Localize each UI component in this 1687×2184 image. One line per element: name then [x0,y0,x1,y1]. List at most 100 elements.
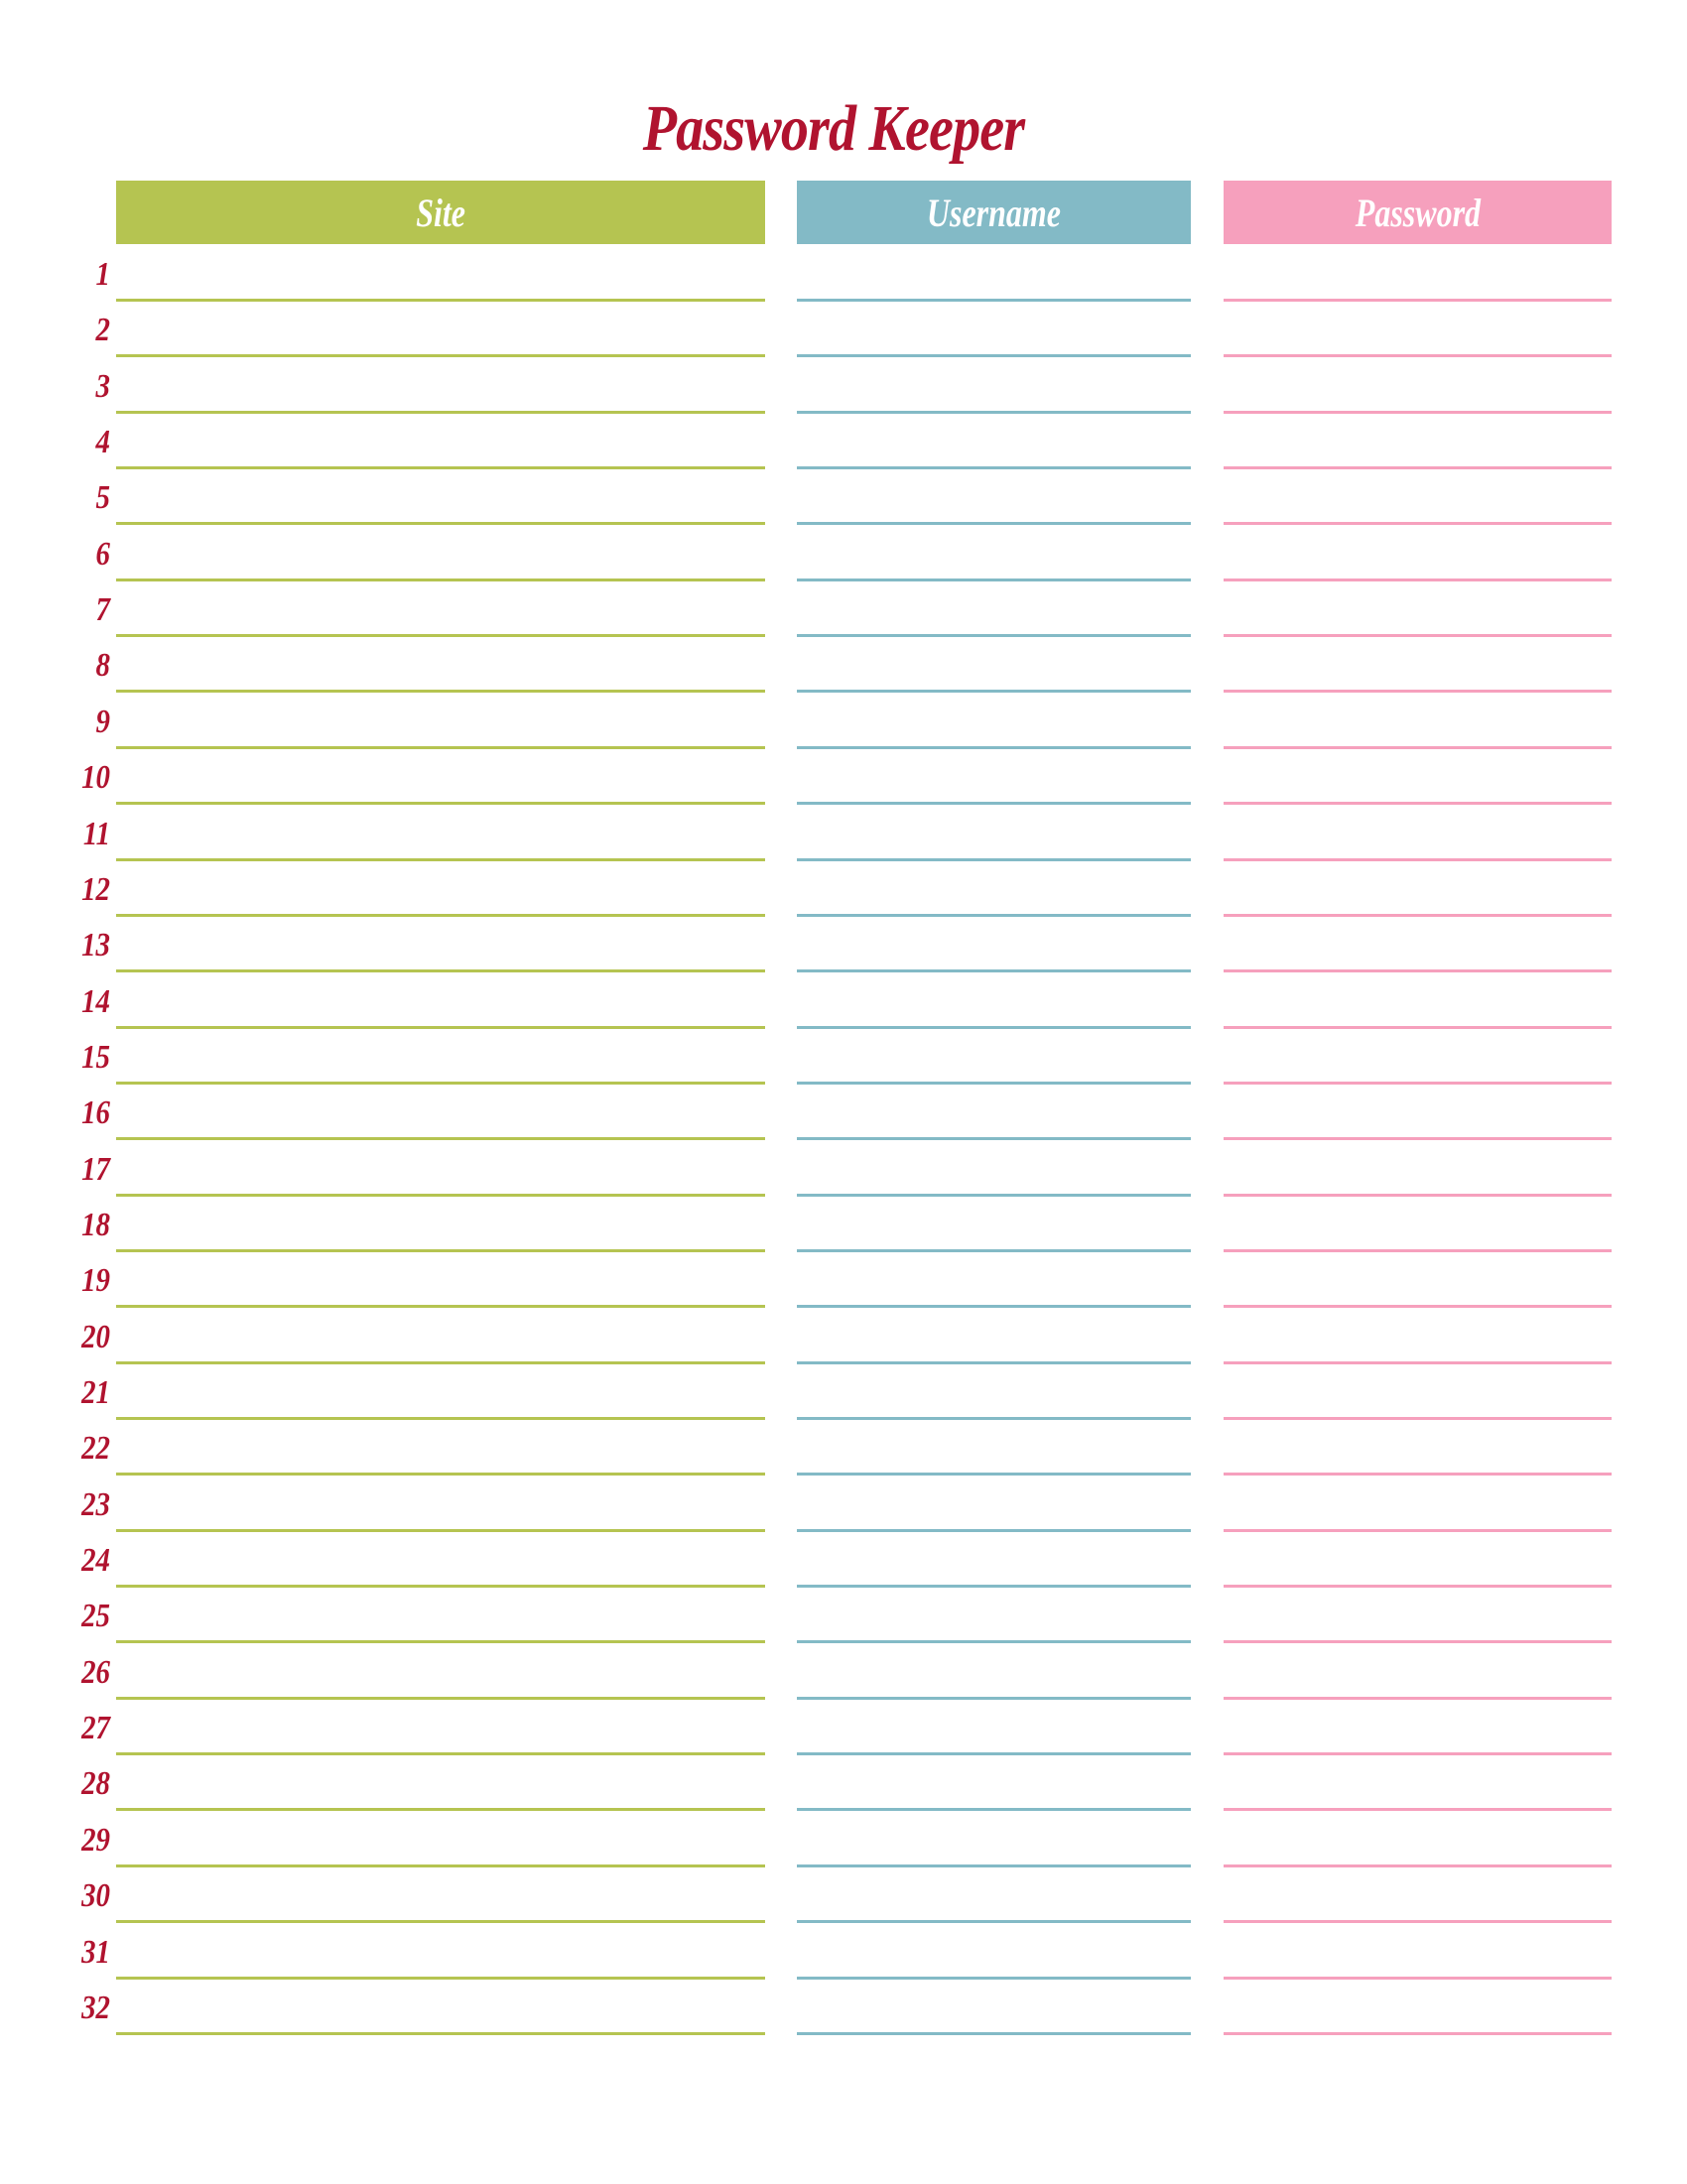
username-entry-line[interactable] [797,1640,1191,1644]
password-entry-line[interactable] [1224,1585,1612,1589]
site-entry-line[interactable] [116,522,765,526]
site-entry-line[interactable] [116,1081,765,1085]
site-entry-line[interactable] [116,299,765,302]
username-entry-line[interactable] [797,690,1191,694]
username-entry-line[interactable] [797,969,1191,973]
password-entry-line[interactable] [1224,802,1612,806]
row-number: 28 [81,1765,110,1803]
password-entry-line[interactable] [1224,410,1612,414]
username-entry-line[interactable] [797,2031,1191,2035]
username-entry-line[interactable] [797,1081,1191,1085]
site-entry-line[interactable] [116,1025,765,1029]
username-entry-line[interactable] [797,299,1191,302]
password-entry-line[interactable] [1224,857,1612,861]
username-entry-line[interactable] [797,522,1191,526]
row-number: 17 [81,1150,110,1188]
table-row: 15 [0,1029,1687,1085]
site-entry-line[interactable] [116,913,765,917]
site-entry-line[interactable] [116,1193,765,1197]
password-entry-line[interactable] [1224,522,1612,526]
username-entry-line[interactable] [797,1248,1191,1252]
username-entry-line[interactable] [797,634,1191,638]
password-entry-line[interactable] [1224,1193,1612,1197]
username-entry-line[interactable] [797,1473,1191,1477]
password-entry-line[interactable] [1224,299,1612,302]
username-entry-line[interactable] [797,1585,1191,1589]
username-entry-line[interactable] [797,913,1191,917]
site-entry-line[interactable] [116,1696,765,1700]
username-entry-line[interactable] [797,1752,1191,1756]
password-entry-line[interactable] [1224,1360,1612,1364]
password-entry-line[interactable] [1224,913,1612,917]
password-entry-line[interactable] [1224,1976,1612,1980]
password-entry-line[interactable] [1224,1305,1612,1309]
password-entry-line[interactable] [1224,1752,1612,1756]
password-entry-line[interactable] [1224,1696,1612,1700]
password-entry-line[interactable] [1224,2031,1612,2035]
site-entry-line[interactable] [116,745,765,749]
site-entry-line[interactable] [116,1863,765,1867]
password-entry-line[interactable] [1224,354,1612,358]
password-entry-line[interactable] [1224,1473,1612,1477]
site-entry-line[interactable] [116,1752,765,1756]
username-entry-line[interactable] [797,578,1191,581]
site-entry-line[interactable] [116,634,765,638]
site-entry-line[interactable] [116,690,765,694]
site-entry-line[interactable] [116,1585,765,1589]
site-entry-line[interactable] [116,1640,765,1644]
site-entry-line[interactable] [116,1920,765,1924]
username-entry-line[interactable] [797,857,1191,861]
username-entry-line[interactable] [797,410,1191,414]
password-entry-line[interactable] [1224,1808,1612,1812]
site-entry-line[interactable] [116,354,765,358]
site-entry-line[interactable] [116,1305,765,1309]
site-entry-line[interactable] [116,1976,765,1980]
username-entry-line[interactable] [797,1025,1191,1029]
username-entry-line[interactable] [797,466,1191,470]
password-entry-line[interactable] [1224,1640,1612,1644]
password-entry-line[interactable] [1224,1528,1612,1532]
password-entry-line[interactable] [1224,634,1612,638]
site-entry-line[interactable] [116,1248,765,1252]
password-entry-line[interactable] [1224,578,1612,581]
site-entry-line[interactable] [116,410,765,414]
username-entry-line[interactable] [797,1193,1191,1197]
username-entry-line[interactable] [797,1920,1191,1924]
site-entry-line[interactable] [116,1528,765,1532]
username-entry-line[interactable] [797,1863,1191,1867]
site-entry-line[interactable] [116,1473,765,1477]
username-entry-line[interactable] [797,1417,1191,1420]
username-entry-line[interactable] [797,1528,1191,1532]
site-entry-line[interactable] [116,578,765,581]
site-entry-line[interactable] [116,1137,765,1141]
username-entry-line[interactable] [797,1137,1191,1141]
site-entry-line[interactable] [116,1808,765,1812]
username-entry-line[interactable] [797,802,1191,806]
username-entry-line[interactable] [797,1976,1191,1980]
password-entry-line[interactable] [1224,1137,1612,1141]
username-entry-line[interactable] [797,1360,1191,1364]
username-entry-line[interactable] [797,1696,1191,1700]
password-entry-line[interactable] [1224,745,1612,749]
username-entry-line[interactable] [797,1305,1191,1309]
password-entry-line[interactable] [1224,466,1612,470]
site-entry-line[interactable] [116,857,765,861]
site-entry-line[interactable] [116,2031,765,2035]
password-entry-line[interactable] [1224,1920,1612,1924]
site-entry-line[interactable] [116,802,765,806]
table-row: 5 [0,469,1687,526]
username-entry-line[interactable] [797,1808,1191,1812]
password-entry-line[interactable] [1224,969,1612,973]
password-entry-line[interactable] [1224,690,1612,694]
username-entry-line[interactable] [797,354,1191,358]
site-entry-line[interactable] [116,1417,765,1420]
site-entry-line[interactable] [116,466,765,470]
site-entry-line[interactable] [116,969,765,973]
password-entry-line[interactable] [1224,1081,1612,1085]
username-entry-line[interactable] [797,745,1191,749]
password-entry-line[interactable] [1224,1417,1612,1420]
password-entry-line[interactable] [1224,1863,1612,1867]
site-entry-line[interactable] [116,1360,765,1364]
password-entry-line[interactable] [1224,1025,1612,1029]
password-entry-line[interactable] [1224,1248,1612,1252]
